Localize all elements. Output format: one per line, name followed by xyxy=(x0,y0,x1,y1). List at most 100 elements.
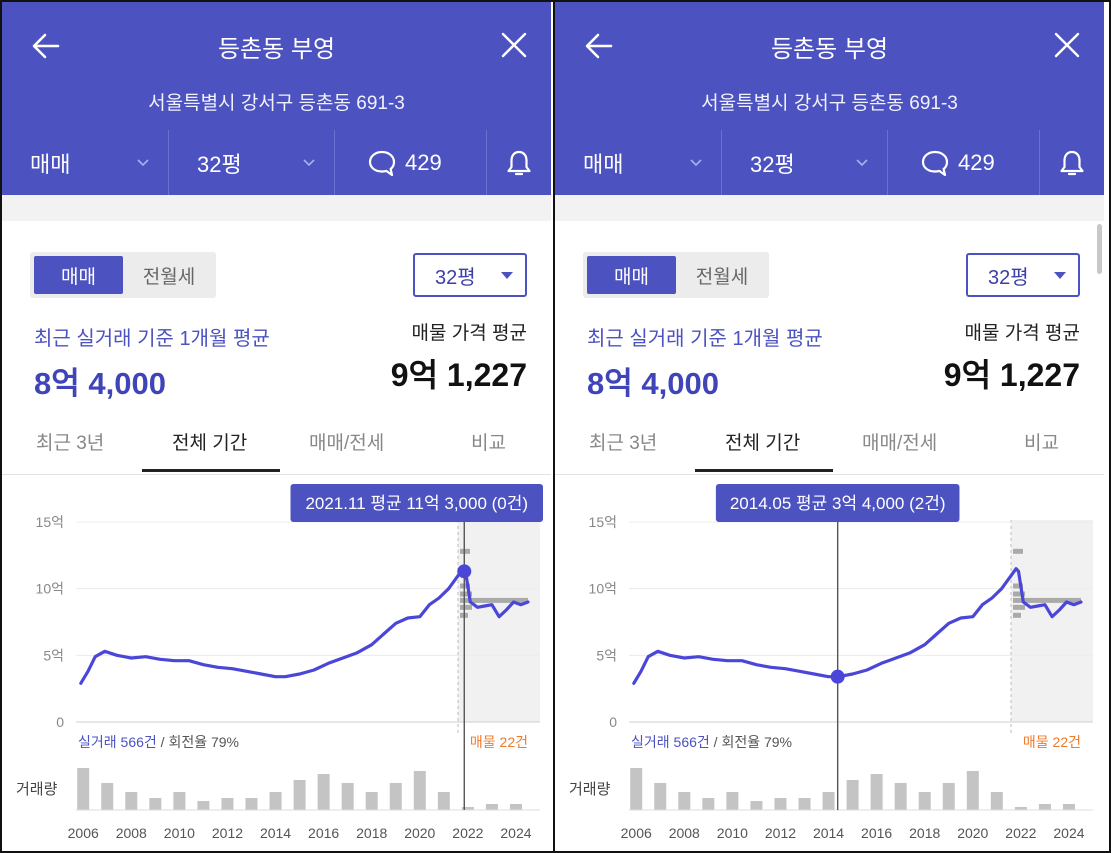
tab-all-period[interactable]: 전체 기간 xyxy=(725,433,801,454)
x-tick-label: 2008 xyxy=(116,825,147,841)
tab-sale-jeonse[interactable]: 매매/전세 xyxy=(862,433,938,454)
close-icon[interactable] xyxy=(497,28,531,62)
x-tick-label: 2008 xyxy=(669,825,700,841)
volume-bar xyxy=(389,783,402,810)
panel-right: 등촌동 부영 서울특별시 강서구 등촌동 691-3 매매 32평 429 매매… xyxy=(555,2,1104,851)
recent-price-label: 최근 실거래 기준 1개월 평균 xyxy=(587,328,823,350)
x-tick-label: 2006 xyxy=(68,825,99,841)
page-title: 등촌동 부영 xyxy=(770,36,889,63)
speech-bubble-icon xyxy=(368,150,396,176)
x-tick-label: 2012 xyxy=(765,825,796,841)
panel-left: 등촌동 부영 서울특별시 강서구 등촌동 691-3 매매 32평 429 매매… xyxy=(2,2,551,851)
x-tick-label: 2024 xyxy=(500,825,531,841)
section-gap xyxy=(2,195,551,221)
tab-sale-jeonse[interactable]: 매매/전세 xyxy=(309,433,385,454)
close-icon[interactable] xyxy=(1050,28,1084,62)
trade-segment: 매매 전월세 xyxy=(583,252,769,298)
volume-bar xyxy=(726,792,739,810)
volume-bar xyxy=(269,792,282,810)
volume-bar xyxy=(774,798,787,810)
x-tick-label: 2012 xyxy=(212,825,243,841)
size-select-value: 32평 xyxy=(988,266,1029,289)
comments-button[interactable]: 429 xyxy=(334,130,486,195)
y-tick-label: 0 xyxy=(609,714,617,730)
volume-bar xyxy=(1062,804,1075,810)
price-chart[interactable]: 15억 10억 5억 0 거래량 2006 2008 2010 2012 2014 2016 2018… xyxy=(2,472,551,851)
comments-button[interactable]: 429 xyxy=(887,130,1039,195)
caret-down-icon xyxy=(1054,272,1066,279)
volume-bar xyxy=(125,792,138,810)
y-tick-label: 15억 xyxy=(589,514,617,530)
volume-bar xyxy=(245,798,258,810)
volume-bar xyxy=(173,792,186,810)
listing-bar xyxy=(1013,548,1023,554)
chevron-down-icon xyxy=(303,159,315,167)
arrow-left-icon[interactable] xyxy=(581,28,617,64)
deal-type-label: 매매 xyxy=(583,151,624,177)
segment-sale[interactable]: 매매 xyxy=(34,256,123,294)
volume-label: 거래량 xyxy=(569,781,611,798)
chevron-down-icon xyxy=(137,159,149,167)
page-title: 등촌동 부영 xyxy=(217,36,336,63)
data-point-marker xyxy=(457,564,472,579)
caret-down-icon xyxy=(501,272,513,279)
tab-recent-3y[interactable]: 최근 3년 xyxy=(36,433,105,454)
listing-bar xyxy=(1013,597,1081,603)
alert-button[interactable] xyxy=(1039,130,1104,195)
comment-count: 429 xyxy=(405,149,442,175)
header-tabs: 매매 32평 429 xyxy=(2,130,551,195)
panel-divider xyxy=(553,0,555,853)
volume-bar xyxy=(966,771,979,810)
tab-compare[interactable]: 비교 xyxy=(1024,433,1059,454)
period-tabs: 최근 3년 전체 기간 매매/전세 비교 xyxy=(555,412,1104,475)
volume-bar xyxy=(654,783,667,810)
app-header: 등촌동 부영 서울특별시 강서구 등촌동 691-3 매매 32평 429 xyxy=(2,2,551,195)
deal-type-label: 매매 xyxy=(30,151,71,177)
volume-bar xyxy=(101,783,114,810)
period-tabs: 최근 3년 전체 기간 매매/전세 비교 xyxy=(2,412,551,475)
listing-bar xyxy=(1013,604,1025,610)
deal-type-dropdown[interactable]: 매매 xyxy=(2,130,168,195)
tab-recent-3y[interactable]: 최근 3년 xyxy=(589,433,658,454)
recent-price-value: 8억 4,000 xyxy=(34,366,166,401)
size-select[interactable]: 32평 xyxy=(966,253,1080,297)
segment-sale[interactable]: 매매 xyxy=(587,256,676,294)
listing-price-label: 매물 가격 평균 xyxy=(411,323,527,344)
x-tick-label: 2006 xyxy=(621,825,652,841)
x-tick-label: 2016 xyxy=(308,825,339,841)
chevron-down-icon xyxy=(690,159,702,167)
x-tick-label: 2018 xyxy=(356,825,387,841)
data-point-marker xyxy=(830,669,845,684)
deal-type-dropdown[interactable]: 매매 xyxy=(555,130,721,195)
listing-count: 매물 22건 xyxy=(1023,734,1081,750)
alert-button[interactable] xyxy=(486,130,551,195)
volume-bar xyxy=(341,783,354,810)
price-line xyxy=(79,567,530,685)
x-tick-label: 2010 xyxy=(164,825,195,841)
volume-bar xyxy=(197,801,210,810)
volume-bar xyxy=(317,774,330,810)
recent-price-label: 최근 실거래 기준 1개월 평균 xyxy=(34,328,270,350)
segment-rent[interactable]: 전월세 xyxy=(695,266,749,288)
size-dropdown[interactable]: 32평 xyxy=(721,130,887,195)
comment-count: 429 xyxy=(958,149,995,175)
tab-all-period[interactable]: 전체 기간 xyxy=(172,433,248,454)
y-tick-label: 10억 xyxy=(36,581,64,597)
size-select[interactable]: 32평 xyxy=(413,253,527,297)
x-tick-label: 2010 xyxy=(717,825,748,841)
price-chart[interactable]: 15억 10억 5억 0 거래량 2006 2008 2010 2012 2014 2016 2018… xyxy=(555,472,1104,851)
size-label: 32평 xyxy=(197,151,242,177)
tab-compare[interactable]: 비교 xyxy=(471,433,506,454)
segment-rent[interactable]: 전월세 xyxy=(142,266,196,288)
listing-bar xyxy=(460,597,528,603)
volume-bar xyxy=(870,774,883,810)
arrow-left-icon[interactable] xyxy=(28,28,64,64)
volume-bar xyxy=(678,792,691,810)
scrollbar-thumb[interactable] xyxy=(1097,224,1102,274)
volume-bar xyxy=(918,792,931,810)
volume-bar xyxy=(485,804,498,810)
x-tick-label: 2018 xyxy=(909,825,940,841)
volume-bar xyxy=(798,798,811,810)
size-dropdown[interactable]: 32평 xyxy=(168,130,334,195)
volume-bar xyxy=(750,801,763,810)
